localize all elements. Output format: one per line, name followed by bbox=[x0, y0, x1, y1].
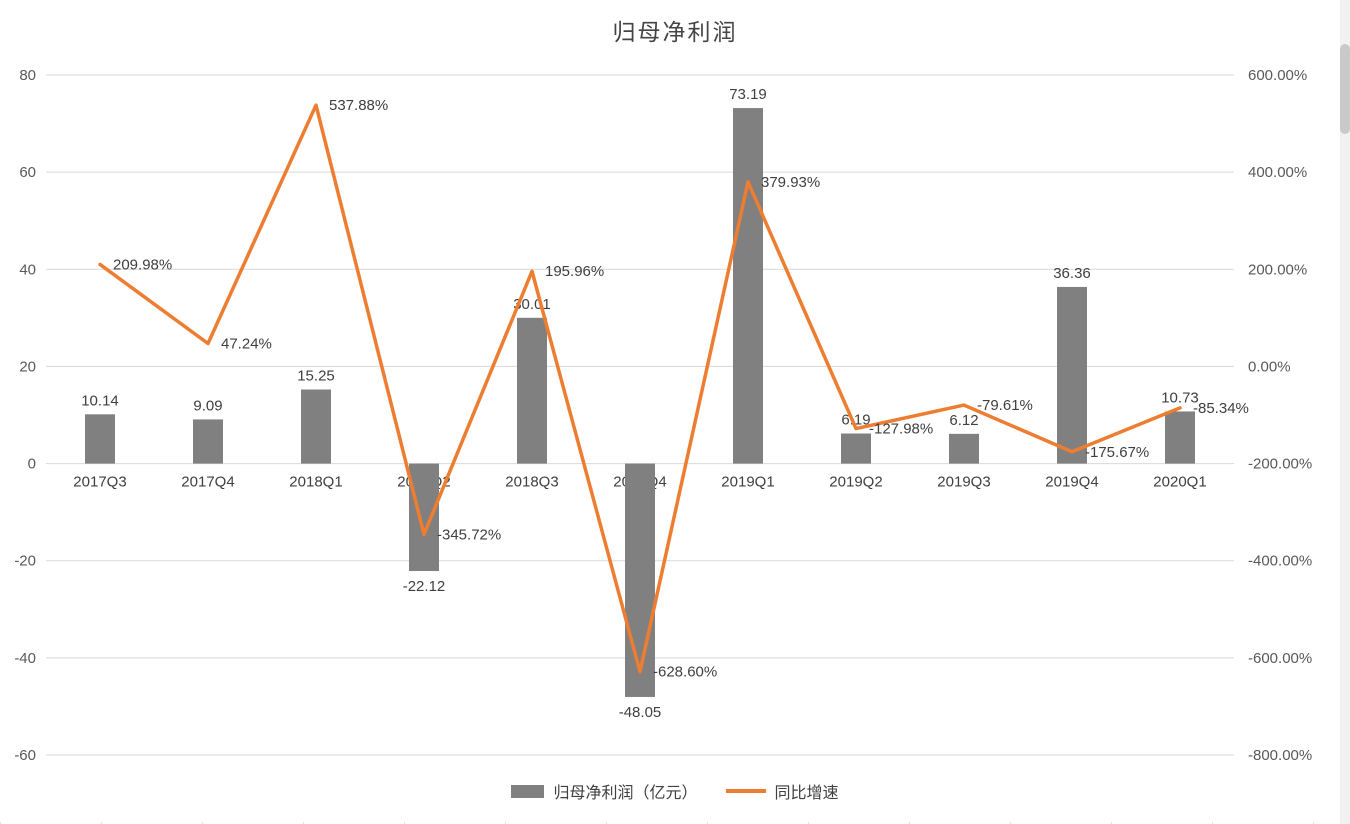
line-value-label: -175.67% bbox=[1085, 444, 1149, 461]
bar-value-label: -48.05 bbox=[619, 704, 662, 721]
left-axis-tick-label: -20 bbox=[14, 553, 36, 570]
bar-value-label: 15.25 bbox=[297, 368, 335, 385]
category-label: 2018Q3 bbox=[505, 474, 558, 491]
left-axis-tick-label: 20 bbox=[19, 358, 36, 375]
category-label: 2018Q1 bbox=[289, 474, 342, 491]
category-label: 2019Q2 bbox=[829, 474, 882, 491]
bar bbox=[841, 433, 871, 464]
legend-item-bar: 归母净利润（亿元） bbox=[511, 779, 698, 803]
line-value-label: -79.61% bbox=[977, 397, 1033, 414]
right-axis-tick-label: -400.00% bbox=[1248, 553, 1312, 570]
line-value-label: -345.72% bbox=[437, 526, 501, 543]
bar bbox=[1165, 411, 1195, 464]
right-axis-tick-label: -600.00% bbox=[1248, 650, 1312, 667]
vertical-scrollbar-thumb[interactable] bbox=[1340, 44, 1350, 134]
line-value-label: 195.96% bbox=[545, 263, 604, 280]
bar-value-label: -22.12 bbox=[403, 578, 446, 595]
category-label: 2020Q1 bbox=[1153, 474, 1206, 491]
bar bbox=[733, 108, 763, 464]
line-value-label: -628.60% bbox=[653, 664, 717, 681]
line-value-label: 47.24% bbox=[221, 335, 272, 352]
bar bbox=[949, 433, 979, 464]
left-axis-tick-label: 0 bbox=[28, 456, 36, 473]
legend-line-label: 同比增速 bbox=[774, 785, 839, 802]
bar-series-swatch bbox=[511, 784, 545, 798]
bar-value-label: 9.09 bbox=[193, 397, 222, 414]
bar bbox=[1057, 286, 1087, 464]
line-value-label: -127.98% bbox=[869, 421, 933, 438]
legend-bar-label: 归母净利润（亿元） bbox=[553, 785, 698, 802]
bar bbox=[193, 419, 223, 464]
bar-value-label: 6.12 bbox=[949, 412, 978, 429]
chart-title: 归母净利润 bbox=[612, 19, 738, 45]
legend-item-line: 同比增速 bbox=[725, 779, 839, 803]
left-axis-tick-label: 40 bbox=[19, 261, 36, 278]
line-value-label: 379.93% bbox=[761, 174, 820, 191]
bottom-edge-ticks bbox=[0, 822, 1350, 824]
right-axis-tick-label: 400.00% bbox=[1248, 164, 1307, 181]
right-axis-tick-label: -800.00% bbox=[1248, 747, 1312, 764]
bar-value-label: 10.14 bbox=[81, 392, 119, 409]
right-axis-tick-label: 600.00% bbox=[1248, 67, 1307, 84]
category-label: 2017Q3 bbox=[73, 474, 126, 491]
bar-value-label: 73.19 bbox=[729, 86, 767, 103]
bar bbox=[625, 463, 655, 697]
left-axis-tick-label: -60 bbox=[14, 747, 36, 764]
bar bbox=[517, 317, 547, 464]
growth-rate-line bbox=[98, 103, 1182, 674]
right-axis-tick-label: -200.00% bbox=[1248, 456, 1312, 473]
category-label: 2019Q3 bbox=[937, 474, 990, 491]
line-value-label: -85.34% bbox=[1193, 400, 1249, 417]
legend: 归母净利润（亿元） 同比增速 bbox=[0, 779, 1350, 803]
bar bbox=[301, 389, 331, 464]
left-axis-tick-label: -40 bbox=[14, 650, 36, 667]
bar-value-label: 36.36 bbox=[1053, 265, 1091, 282]
category-label: 2017Q4 bbox=[181, 474, 234, 491]
right-axis-tick-label: 200.00% bbox=[1248, 261, 1307, 278]
bar bbox=[409, 463, 439, 572]
category-label: 2019Q1 bbox=[721, 474, 774, 491]
bar-value-label: 10.73 bbox=[1161, 389, 1199, 406]
line-value-label: 209.98% bbox=[113, 256, 172, 273]
vertical-scrollbar[interactable] bbox=[1340, 0, 1350, 824]
line-series-swatch bbox=[725, 789, 766, 793]
bar bbox=[85, 414, 115, 464]
left-axis-tick-label: 80 bbox=[19, 67, 36, 84]
line-value-label: 537.88% bbox=[329, 97, 388, 114]
category-label: 2019Q4 bbox=[1045, 474, 1098, 491]
right-axis-tick-label: 0.00% bbox=[1248, 358, 1291, 375]
left-axis-tick-label: 60 bbox=[19, 164, 36, 181]
